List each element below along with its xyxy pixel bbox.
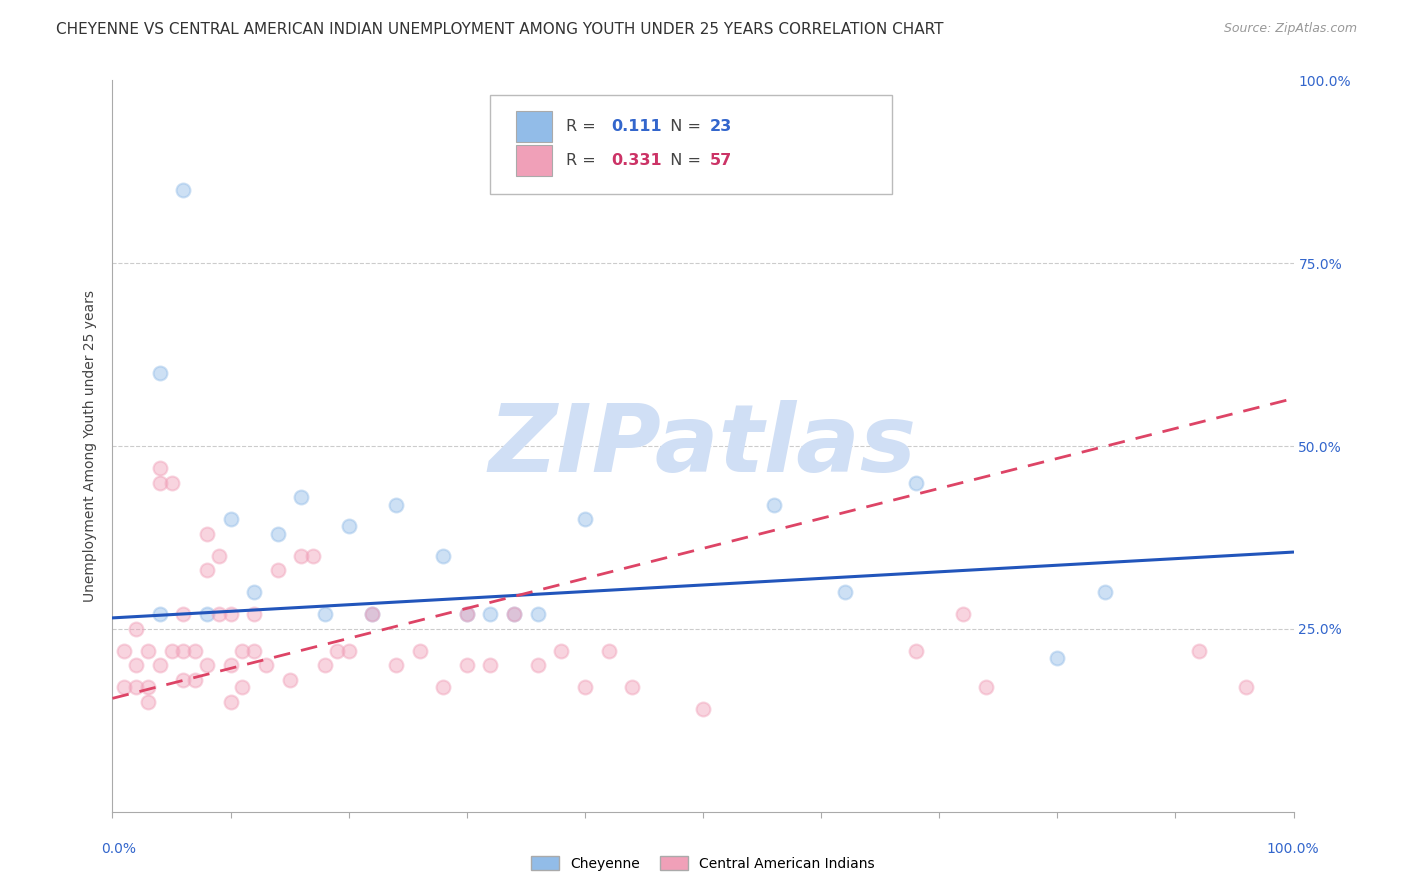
Point: [125, 658, 148, 673]
Point: [456, 607, 478, 622]
Point: [550, 644, 572, 658]
Point: [574, 512, 596, 526]
Point: [503, 607, 526, 622]
Legend: Cheyenne, Central American Indians: Cheyenne, Central American Indians: [526, 850, 880, 876]
Text: 100.0%: 100.0%: [1267, 842, 1319, 856]
Point: [904, 644, 927, 658]
Point: [195, 563, 218, 577]
Text: CHEYENNE VS CENTRAL AMERICAN INDIAN UNEMPLOYMENT AMONG YOUTH UNDER 25 YEARS CORR: CHEYENNE VS CENTRAL AMERICAN INDIAN UNEM…: [56, 22, 943, 37]
Point: [149, 658, 172, 673]
Point: [172, 644, 194, 658]
Text: R =: R =: [567, 153, 600, 169]
Text: N =: N =: [661, 153, 707, 169]
Point: [219, 607, 242, 622]
Point: [231, 681, 253, 695]
Point: [172, 673, 194, 687]
Point: [219, 512, 242, 526]
Point: [219, 695, 242, 709]
Point: [904, 475, 927, 490]
Point: [208, 549, 231, 563]
Point: [231, 644, 253, 658]
Point: [479, 607, 502, 622]
Point: [184, 673, 207, 687]
Point: [243, 585, 266, 599]
Point: [172, 183, 194, 197]
Point: [254, 658, 277, 673]
Point: [243, 607, 266, 622]
Point: [149, 461, 172, 475]
Point: [621, 681, 644, 695]
Text: 0.111: 0.111: [610, 119, 661, 134]
Point: [314, 658, 336, 673]
Point: [326, 644, 349, 658]
Point: [267, 526, 290, 541]
Y-axis label: Unemployment Among Youth under 25 years: Unemployment Among Youth under 25 years: [83, 290, 97, 602]
Point: [172, 607, 194, 622]
Point: [149, 475, 172, 490]
Point: [195, 607, 218, 622]
Point: [385, 658, 408, 673]
Point: [598, 644, 620, 658]
Point: [136, 695, 159, 709]
Bar: [516, 145, 551, 176]
Point: [243, 644, 266, 658]
Text: R =: R =: [567, 119, 600, 134]
Point: [125, 622, 148, 636]
Point: [1188, 644, 1211, 658]
Point: [136, 644, 159, 658]
Point: [1094, 585, 1116, 599]
Point: [574, 681, 596, 695]
Point: [337, 519, 360, 533]
Point: [290, 549, 312, 563]
Point: [195, 526, 218, 541]
Point: [112, 681, 135, 695]
Point: [408, 644, 430, 658]
Point: [952, 607, 974, 622]
Point: [456, 658, 478, 673]
Point: [278, 673, 301, 687]
Point: [432, 549, 454, 563]
Point: [160, 475, 183, 490]
Point: [456, 607, 478, 622]
Point: [503, 607, 526, 622]
Point: [432, 681, 454, 695]
Point: [184, 644, 207, 658]
Point: [361, 607, 384, 622]
Point: [692, 702, 714, 716]
Point: [112, 644, 135, 658]
Point: [195, 658, 218, 673]
Point: [219, 658, 242, 673]
Text: Source: ZipAtlas.com: Source: ZipAtlas.com: [1223, 22, 1357, 36]
Point: [834, 585, 856, 599]
Text: 57: 57: [710, 153, 733, 169]
Text: 23: 23: [710, 119, 733, 134]
Bar: [516, 111, 551, 142]
Point: [302, 549, 325, 563]
Point: [526, 607, 548, 622]
Text: 0.0%: 0.0%: [101, 842, 136, 856]
Point: [290, 490, 312, 504]
Point: [149, 366, 172, 380]
Point: [762, 498, 785, 512]
Point: [125, 681, 148, 695]
Point: [976, 681, 998, 695]
Point: [1234, 681, 1257, 695]
FancyBboxPatch shape: [491, 95, 891, 194]
Point: [160, 644, 183, 658]
Point: [267, 563, 290, 577]
Point: [526, 658, 548, 673]
Point: [208, 607, 231, 622]
Point: [314, 607, 336, 622]
Point: [136, 681, 159, 695]
Text: 0.331: 0.331: [610, 153, 661, 169]
Point: [337, 644, 360, 658]
Point: [361, 607, 384, 622]
Text: N =: N =: [661, 119, 707, 134]
Point: [1046, 651, 1069, 665]
Point: [149, 607, 172, 622]
Point: [479, 658, 502, 673]
Point: [385, 498, 408, 512]
Text: ZIPatlas: ZIPatlas: [489, 400, 917, 492]
